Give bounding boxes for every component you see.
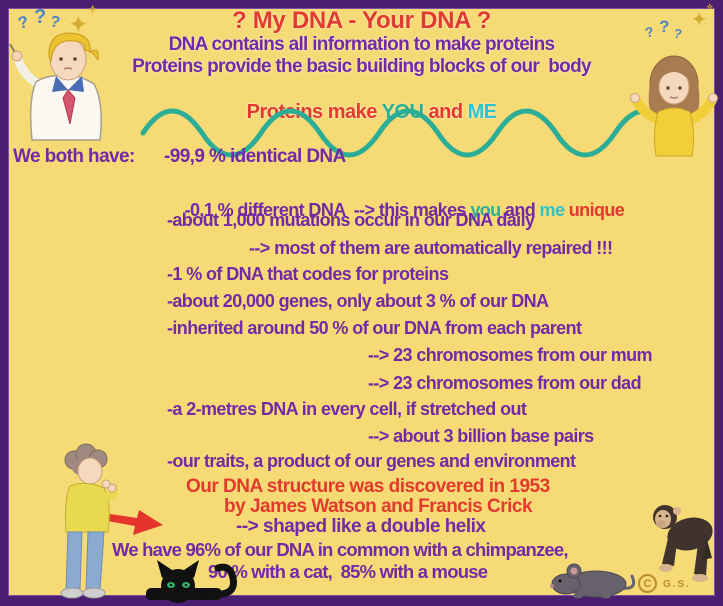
discovery-line-1: Our DNA structure was discovered in 1953 <box>186 476 550 497</box>
watermark-initials: G.S. <box>663 579 692 590</box>
poster-background <box>8 8 715 596</box>
copyright-icon: C <box>638 574 657 593</box>
fact-inherited: -inherited around 50 % of our DNA from e… <box>167 318 582 338</box>
mouse-illustration <box>550 563 636 599</box>
you-lower-text: you <box>470 199 501 220</box>
fact-repaired: --> most of them are automatically repai… <box>249 238 613 258</box>
fact-genes: -about 20,000 genes, only about 3 % of o… <box>167 291 549 311</box>
me-lower-text: me <box>539 199 565 220</box>
fact-identical-dna: -99,9 % identical DNA <box>164 146 346 167</box>
page-title: ? My DNA - Your DNA ? <box>231 7 492 34</box>
fact-mutations: -about 1,000 mutations occur in our DNA … <box>167 210 535 230</box>
fact-base-pairs: --> about 3 billion base pairs <box>368 426 594 446</box>
fact-traits: -our traits, a product of our genes and … <box>167 451 576 471</box>
header-line-1: DNA contains all information to make pro… <box>168 34 556 55</box>
sparkle-small-icon: ✧ <box>88 4 98 16</box>
me-text: ME <box>467 101 498 123</box>
fact-two-metres: -a 2-metres DNA in every cell, if stretc… <box>167 399 527 419</box>
we-both-have-label: We both have: <box>13 146 135 167</box>
header-line-2: Proteins provide the basic building bloc… <box>132 56 591 77</box>
different-dna-text: -0,1 % different DNA --> this makes <box>184 199 471 220</box>
comparison-line-2: 90 % with a cat, 85% with a mouse <box>208 561 488 582</box>
wavy-line-divider <box>140 108 677 158</box>
discovery-line-2: by James Watson and Francis Crick <box>224 496 533 517</box>
fact-different-dna: -0,1 % different DNA --> this makes you … <box>167 181 625 240</box>
sparkle-icon: ✦ <box>70 14 87 36</box>
fact-chromosomes-dad: --> 23 chromosomes from our dad <box>368 373 642 393</box>
and-lower-text: and <box>500 199 540 220</box>
girl-question-mark-icon: ? <box>659 17 670 36</box>
boy-question-mark-icon: ? <box>34 6 47 28</box>
fact-chromosomes-mum: --> 23 chromosomes from our mum <box>368 345 653 365</box>
person-character-illustration <box>60 443 119 599</box>
discovery-double-helix: --> shaped like a double helix <box>236 516 486 537</box>
red-arrow-icon <box>102 510 163 535</box>
chimpanzee-illustration <box>653 505 713 582</box>
cat-illustration <box>146 560 237 603</box>
comparison-line-1: We have 96% of our DNA in common with a … <box>112 539 569 560</box>
and-text: and <box>423 101 468 123</box>
sparkle-icon: ✦ <box>692 10 707 29</box>
fact-coding-dna: -1 % of DNA that codes for proteins <box>167 264 449 284</box>
sparkle-small-icon: ✧ <box>706 2 714 12</box>
girl-character-illustration <box>630 55 718 157</box>
boy-character-illustration <box>9 32 102 141</box>
unique-text: unique <box>564 199 625 220</box>
